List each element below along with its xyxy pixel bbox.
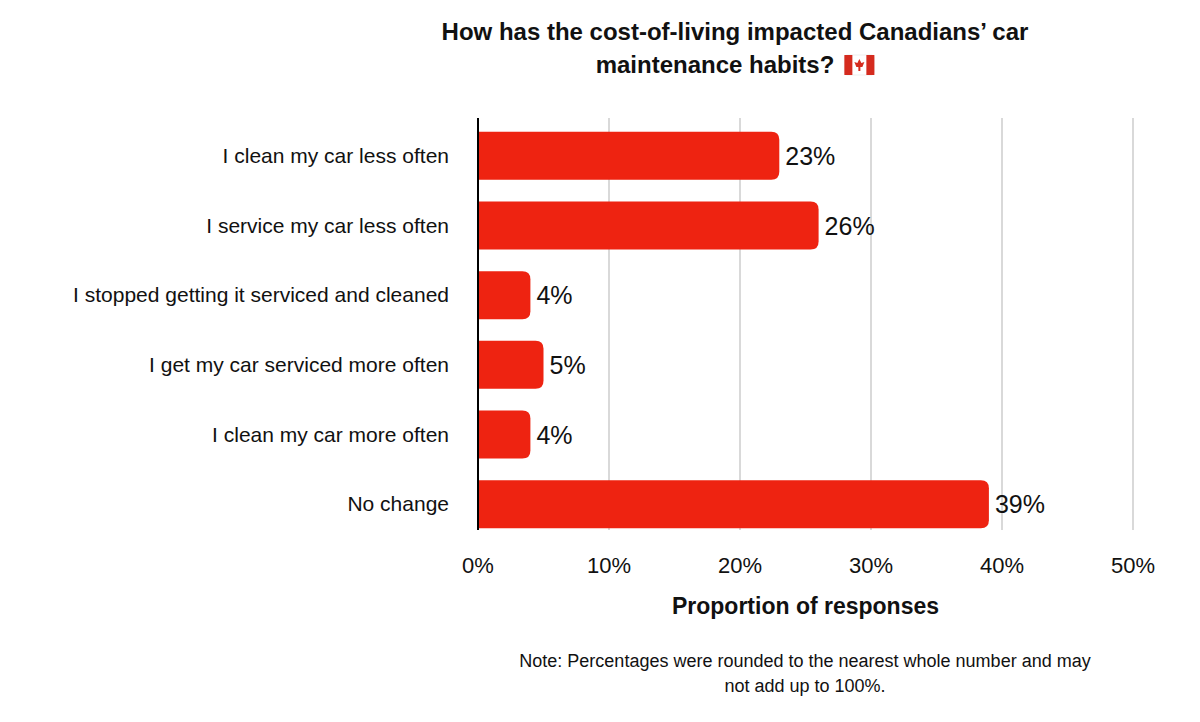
category-label: I get my car serviced more often [149, 353, 449, 376]
bar [478, 271, 530, 319]
category-label: I service my car less often [206, 214, 449, 237]
grid-line [1001, 118, 1003, 530]
data-label: 26% [825, 212, 875, 240]
y-axis-line [477, 118, 479, 530]
note-line: not add up to 100%. [724, 676, 885, 696]
bar [478, 202, 819, 250]
grid-line [1132, 118, 1134, 530]
x-range-line [478, 530, 1133, 531]
x-axis-title: Proportion of responses [672, 593, 939, 619]
x-tick-label: 0% [462, 553, 494, 578]
flag-band [866, 55, 874, 75]
note: Note: Percentages were rounded to the ne… [519, 651, 1090, 696]
category-label: I clean my car less often [223, 144, 449, 167]
flag-band [844, 55, 852, 75]
x-tick-label: 50% [1111, 553, 1155, 578]
category-label: No change [347, 492, 449, 515]
data-label: 23% [785, 142, 835, 170]
category-label: I clean my car more often [212, 423, 449, 446]
bar [478, 341, 544, 389]
x-tick-label: 30% [849, 553, 893, 578]
flag-icon [844, 55, 874, 75]
data-label: 39% [995, 490, 1045, 518]
data-label: 5% [550, 351, 586, 379]
title: How has the cost-of-living impacted Cana… [442, 18, 1029, 78]
bar [478, 411, 530, 459]
x-tick-label: 40% [980, 553, 1024, 578]
flag-bg [844, 55, 874, 75]
x-tick-label: 20% [718, 553, 762, 578]
data-label: 4% [536, 421, 572, 449]
bars [478, 132, 989, 528]
bar [478, 132, 779, 180]
note-line: Note: Percentages were rounded to the ne… [519, 651, 1090, 671]
category-label: I stopped getting it serviced and cleane… [73, 283, 449, 306]
data-label: 4% [536, 281, 572, 309]
title-line: How has the cost-of-living impacted Cana… [442, 18, 1029, 45]
chart: How has the cost-of-living impacted Cana… [0, 0, 1200, 722]
flag-leaf [854, 59, 864, 71]
title-line: maintenance habits? [596, 51, 835, 78]
bar [478, 480, 989, 528]
x-tick-label: 10% [587, 553, 631, 578]
grid-line [870, 118, 872, 530]
